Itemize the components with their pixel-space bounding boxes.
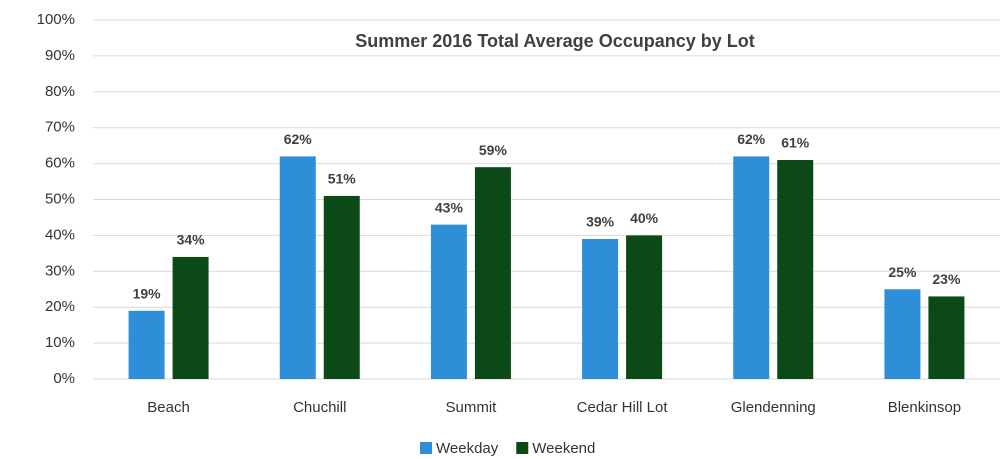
bar: [474, 167, 511, 379]
y-tick-label: 0%: [53, 370, 75, 387]
legend-label: Weekend: [532, 440, 595, 457]
value-label: 62%: [284, 131, 313, 147]
legend-swatch: [420, 442, 432, 454]
value-label: 61%: [781, 135, 810, 151]
value-label: 51%: [328, 171, 357, 187]
x-tick-label: Beach: [147, 399, 190, 416]
bar: [928, 296, 965, 379]
value-label: 43%: [435, 199, 464, 215]
value-label: 39%: [586, 214, 615, 230]
legend-swatch: [516, 442, 529, 454]
x-tick-label: Blenkinsop: [888, 399, 961, 416]
y-tick-label: 100%: [37, 11, 75, 28]
value-label: 40%: [630, 210, 659, 226]
x-tick-label: Summit: [445, 399, 497, 416]
bar: [323, 195, 360, 379]
bar: [733, 156, 770, 379]
y-tick-label: 80%: [45, 83, 75, 100]
legend-label: Weekday: [436, 440, 499, 457]
y-tick-label: 50%: [45, 190, 75, 207]
y-tick-label: 40%: [45, 226, 75, 243]
value-label: 62%: [737, 131, 766, 147]
bar: [582, 238, 619, 379]
bar: [884, 289, 921, 379]
x-tick-label: Cedar Hill Lot: [577, 399, 669, 416]
value-label: 34%: [177, 232, 206, 248]
x-tick-label: Glendenning: [731, 399, 816, 416]
y-tick-label: 20%: [45, 298, 75, 315]
y-tick-label: 60%: [45, 155, 75, 172]
bar: [128, 310, 165, 379]
bar: [279, 156, 316, 379]
y-tick-label: 90%: [45, 47, 75, 64]
y-tick-label: 30%: [45, 262, 75, 279]
value-label: 59%: [479, 142, 508, 158]
value-label: 25%: [888, 264, 917, 280]
bar: [430, 224, 467, 379]
y-tick-label: 10%: [45, 334, 75, 351]
y-tick-label: 70%: [45, 119, 75, 136]
bar: [626, 235, 663, 379]
value-label: 19%: [133, 285, 162, 301]
value-label: 23%: [932, 271, 961, 287]
bar: [172, 256, 209, 379]
bar: [777, 160, 814, 379]
x-tick-label: Chuchill: [293, 399, 346, 416]
chart-title: Summer 2016 Total Average Occupancy by L…: [355, 31, 754, 51]
